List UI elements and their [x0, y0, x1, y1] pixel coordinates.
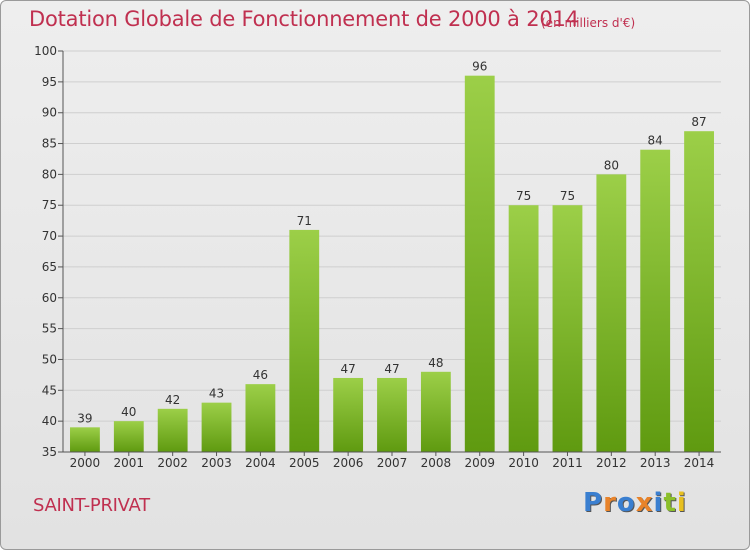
- y-tick-label: 40: [42, 414, 57, 428]
- data-label: 40: [121, 405, 136, 419]
- x-tick-label: 2011: [552, 456, 583, 470]
- bar-2014[interactable]: [684, 131, 714, 452]
- data-label: 75: [560, 189, 575, 203]
- x-tick-label: 2001: [114, 456, 145, 470]
- logo-letter: P: [583, 488, 604, 518]
- data-label: 87: [691, 115, 706, 129]
- y-tick-label: 75: [42, 198, 57, 212]
- x-tick-label: 2005: [289, 456, 320, 470]
- data-label: 48: [428, 356, 443, 370]
- y-tick-label: 85: [42, 137, 57, 151]
- x-tick-label: 2010: [508, 456, 539, 470]
- data-label: 71: [297, 214, 312, 228]
- bar-2011[interactable]: [552, 205, 583, 452]
- x-tick-label: 2013: [640, 456, 671, 470]
- axes: 35 40 45 50 55 60 65 70 75 80 85 90 95 100 2000 2001 200…: [34, 44, 721, 470]
- y-tick-label: 50: [42, 352, 57, 366]
- bar-2003[interactable]: [201, 402, 232, 452]
- x-tick-label: 2000: [70, 456, 101, 470]
- data-label: 47: [384, 362, 399, 376]
- x-tick-label: 2009: [464, 456, 495, 470]
- data-label: 43: [209, 387, 224, 401]
- bar-2008[interactable]: [420, 371, 451, 452]
- logo-letter: i: [676, 488, 687, 518]
- bar-2007[interactable]: [377, 377, 407, 452]
- chart-subtitle: (en milliers d'€): [541, 16, 636, 30]
- bar-2005[interactable]: [289, 229, 320, 452]
- y-tick-label: 45: [42, 383, 57, 397]
- logo-letter: x: [635, 488, 654, 518]
- y-tick-label: 80: [42, 167, 57, 181]
- chart-title: Dotation Globale de Fonctionnement de 20…: [29, 7, 579, 31]
- bar-2009[interactable]: [464, 75, 495, 452]
- data-label: 84: [648, 134, 663, 148]
- bar-2012[interactable]: [596, 174, 627, 452]
- bar-2006[interactable]: [333, 377, 364, 452]
- y-tick-label: 70: [42, 229, 57, 243]
- x-tick-label: 2008: [421, 456, 452, 470]
- y-tick-label: 95: [42, 75, 57, 89]
- data-label: 75: [516, 189, 531, 203]
- x-tick-label: 2012: [596, 456, 627, 470]
- data-label: 47: [340, 362, 355, 376]
- bars: [70, 75, 714, 452]
- data-label: 46: [253, 368, 268, 382]
- y-tick-label: 35: [42, 445, 57, 459]
- logo-letter: i: [653, 488, 664, 518]
- bar-2013[interactable]: [640, 149, 671, 452]
- data-label: 42: [165, 393, 180, 407]
- y-tick-label: 65: [42, 260, 57, 274]
- data-label: 39: [77, 411, 92, 425]
- logo-letter: r: [603, 488, 617, 518]
- y-tick-label: 60: [42, 291, 57, 305]
- data-label: 80: [604, 158, 619, 172]
- data-labels: 39 40 42 43 46 71 47 47 48 96 75 75 80 84 87: [77, 60, 706, 426]
- location-name: SAINT-PRIVAT: [33, 495, 150, 516]
- bar-2010[interactable]: [508, 205, 539, 452]
- proxiti-logo[interactable]: Proxiti: [583, 488, 687, 518]
- bar-2004[interactable]: [245, 384, 276, 452]
- y-tick-label: 55: [42, 322, 57, 336]
- logo-letter: t: [663, 488, 677, 518]
- bar-2001[interactable]: [113, 421, 144, 452]
- bar-2002[interactable]: [157, 408, 188, 452]
- x-tick-label: 2004: [245, 456, 276, 470]
- x-tick-label: 2003: [201, 456, 232, 470]
- data-label: 96: [472, 60, 487, 74]
- y-tick-label: 100: [34, 44, 57, 58]
- x-tick-label: 2006: [333, 456, 364, 470]
- bar-2000[interactable]: [70, 427, 100, 452]
- x-tick-label: 2007: [377, 456, 408, 470]
- x-tick-label: 2002: [157, 456, 188, 470]
- y-tick-label: 90: [42, 106, 57, 120]
- x-tick-label: 2014: [684, 456, 715, 470]
- logo-letter: o: [616, 488, 636, 518]
